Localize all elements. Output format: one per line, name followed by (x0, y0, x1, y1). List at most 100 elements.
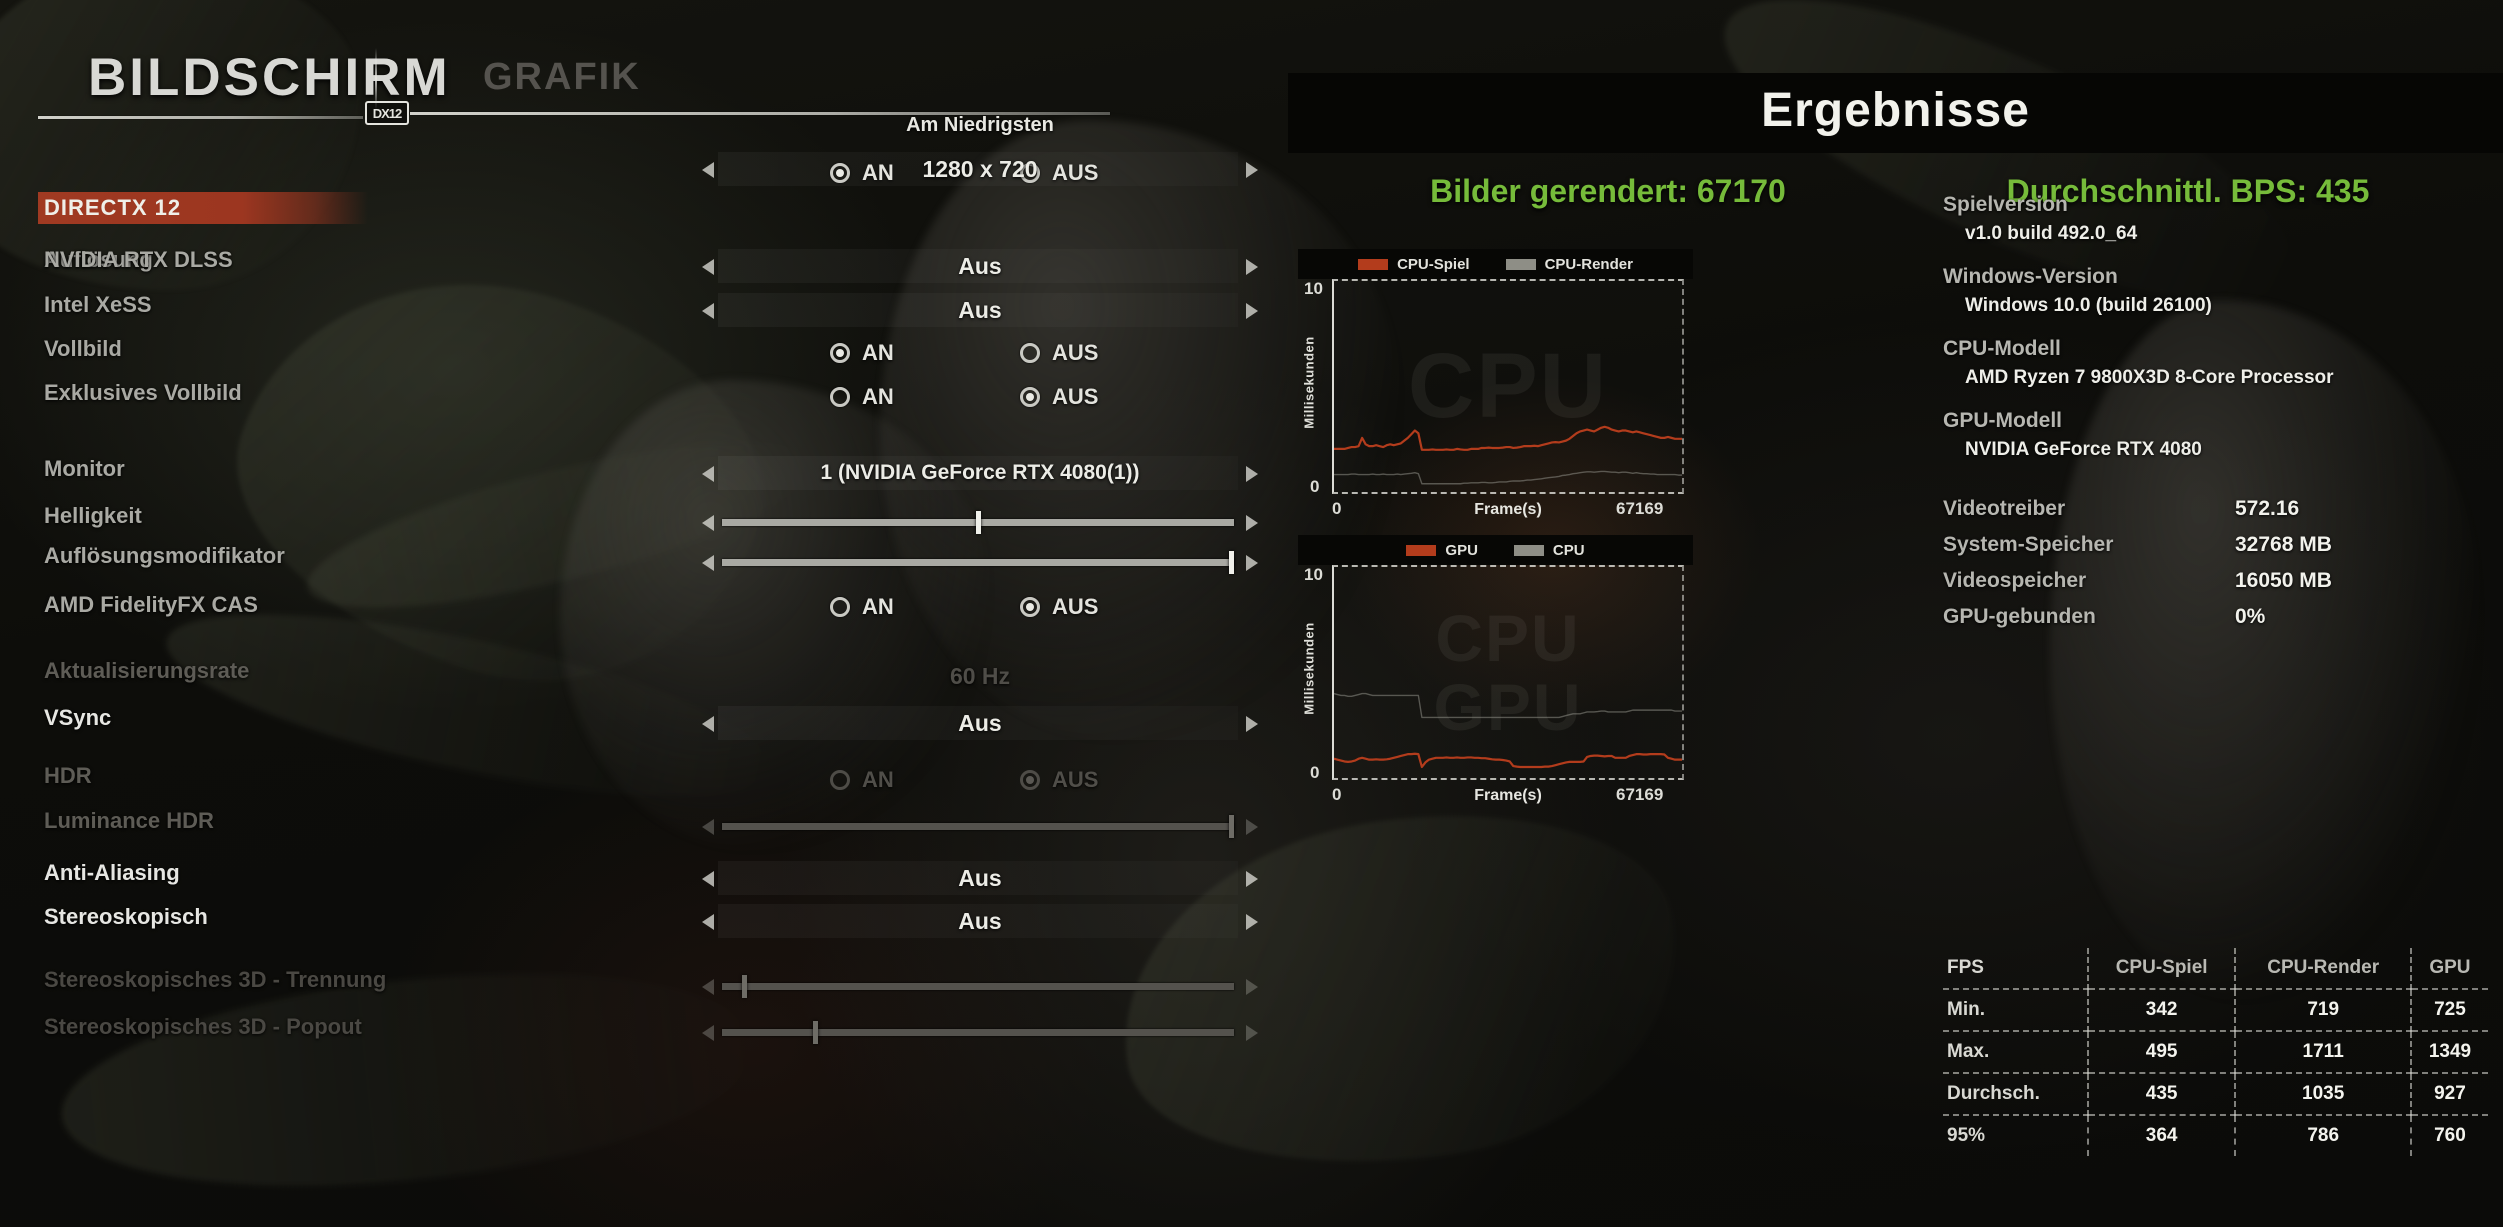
setting-label-2[interactable]: Intel XeSS (44, 292, 152, 317)
info-key: CPU-Modell (1943, 337, 2061, 360)
arrow-right-icon[interactable] (1246, 466, 1258, 482)
setting-spinner-13[interactable]: Aus (700, 861, 1260, 895)
arrow-right-icon[interactable] (1246, 1025, 1258, 1041)
setting-radio-group-4[interactable]: AN AUS (700, 380, 1260, 414)
tab-grafik[interactable]: GRAFIK (483, 56, 641, 98)
setting-label-4[interactable]: Exklusives Vollbild (44, 380, 242, 405)
arrow-left-icon[interactable] (702, 819, 714, 835)
value-strip (718, 293, 1238, 327)
setting-slider-16[interactable] (700, 1020, 1260, 1046)
chart-cpu-xtick-max: 67169 (1616, 499, 1664, 518)
radio-on-4[interactable]: AN (830, 380, 894, 414)
selected-row-highlight[interactable] (38, 192, 368, 224)
setting-label-7[interactable]: Auflösungsmodifikator (44, 543, 285, 568)
radio-off-8[interactable]: AUS (1020, 590, 1098, 624)
setting-radio-group-8[interactable]: AN AUS (700, 590, 1260, 624)
arrow-left-icon[interactable] (702, 871, 714, 887)
arrow-left-icon[interactable] (702, 303, 714, 319)
info-value: Windows 10.0 (build 26100) (1965, 295, 2212, 316)
radio-dot-icon (1020, 770, 1040, 790)
divider-right (410, 112, 1110, 115)
radio-label: AUS (1052, 594, 1099, 619)
arrow-left-icon[interactable] (702, 979, 714, 995)
setting-slider-7[interactable] (700, 550, 1260, 576)
setting-label-13[interactable]: Anti-Aliasing (44, 860, 180, 885)
chart-gpu-xtick-min: 0 (1332, 785, 1342, 804)
arrow-left-icon[interactable] (702, 259, 714, 275)
table-cell: 435 (2087, 1073, 2237, 1116)
setting-spinner-2[interactable]: Aus (700, 293, 1260, 327)
setting-spinner-10[interactable]: Aus (700, 706, 1260, 740)
arrow-right-icon[interactable] (1246, 716, 1258, 732)
slider-track[interactable] (722, 1029, 1234, 1036)
radio-on-8[interactable]: AN (830, 590, 894, 624)
chart-gpu-ylabel: Millisekunden (1301, 622, 1317, 715)
slider-track[interactable] (722, 823, 1234, 830)
setting-label-15[interactable]: Stereoskopisches 3D - Trennung (44, 967, 387, 992)
series-line (1334, 427, 1682, 450)
arrow-right-icon[interactable] (1246, 303, 1258, 319)
arrow-right-icon[interactable] (1246, 259, 1258, 275)
arrow-left-icon[interactable] (702, 466, 714, 482)
arrow-left-icon[interactable] (702, 515, 714, 531)
setting-label-16[interactable]: Stereoskopisches 3D - Popout (44, 1014, 362, 1039)
slider-knob[interactable] (975, 511, 981, 534)
setting-spinner-14[interactable]: Aus (700, 904, 1260, 938)
setting-label-directx: DIRECTX 12 (44, 195, 182, 220)
setting-label-10[interactable]: VSync (44, 705, 112, 730)
setting-label-1[interactable]: NVIDIA RTX DLSS (44, 247, 233, 272)
arrow-right-icon[interactable] (1246, 979, 1258, 995)
arrow-left-icon[interactable] (702, 716, 714, 732)
setting-label-14[interactable]: Stereoskopisch (44, 904, 208, 929)
setting-label-11[interactable]: HDR (44, 763, 92, 788)
setting-radio-group-11[interactable]: AN AUS (700, 763, 1260, 797)
setting-radio-group-3[interactable]: AN AUS (700, 336, 1260, 370)
slider-knob[interactable] (1229, 815, 1234, 838)
radio-on-3[interactable]: AN (830, 336, 894, 370)
setting-label-6[interactable]: Helligkeit (44, 503, 142, 528)
slider-knob[interactable] (813, 1021, 819, 1044)
setting-label-5[interactable]: Monitor (44, 456, 125, 481)
preset-radio-aus[interactable]: AUS (1020, 156, 1098, 190)
radio-on-11[interactable]: AN (830, 763, 894, 797)
preset-radio-an[interactable]: AN (830, 156, 894, 190)
tab-bildschirm[interactable]: BILDSCHIRM (88, 48, 451, 107)
setting-spinner-1[interactable]: Aus (700, 249, 1260, 283)
chart-cpu-legend: CPU-Spiel CPU-Render (1298, 249, 1693, 279)
arrow-right-icon[interactable] (1246, 515, 1258, 531)
setting-spinner-5[interactable]: 1 (NVIDIA GeForce RTX 4080(1)) (700, 456, 1260, 490)
arrow-right-icon[interactable] (1246, 871, 1258, 887)
table-row: Durchsch. 435 1035 927 (1943, 1073, 2488, 1116)
slider-knob[interactable] (1229, 551, 1234, 574)
preset-radio-group[interactable]: AN AUS (700, 156, 1260, 190)
slider-track[interactable] (722, 983, 1234, 990)
arrow-left-icon[interactable] (702, 162, 714, 178)
setting-slider-6[interactable] (700, 510, 1260, 536)
setting-label-3[interactable]: Vollbild (44, 336, 122, 361)
arrow-right-icon[interactable] (1246, 162, 1258, 178)
arrow-right-icon[interactable] (1246, 555, 1258, 571)
table-row: Max. 495 1711 1349 (1943, 1031, 2488, 1074)
arrow-right-icon[interactable] (1246, 819, 1258, 835)
table-header-cell: GPU (2410, 948, 2488, 990)
radio-off-3[interactable]: AUS (1020, 336, 1098, 370)
setting-label-9[interactable]: Aktualisierungsrate (44, 658, 250, 683)
legend-label: CPU-Spiel (1397, 255, 1470, 273)
arrow-left-icon[interactable] (702, 555, 714, 571)
setting-spinner-0[interactable]: 1280 x 720 (700, 152, 1260, 186)
radio-off-4[interactable]: AUS (1020, 380, 1098, 414)
info-value: 16050 MB (2235, 569, 2332, 592)
slider-knob[interactable] (742, 975, 748, 998)
arrow-right-icon[interactable] (1246, 914, 1258, 930)
setting-label-12[interactable]: Luminance HDR (44, 808, 214, 833)
chart-cpu-ytick-min: 0 (1310, 477, 1320, 496)
slider-track[interactable] (722, 559, 1234, 566)
radio-dot-icon (1020, 597, 1040, 617)
setting-label-8[interactable]: AMD FidelityFX CAS (44, 592, 258, 617)
setting-label-0[interactable]: Auflösung (44, 247, 153, 272)
arrow-left-icon[interactable] (702, 1025, 714, 1041)
radio-off-11[interactable]: AUS (1020, 763, 1098, 797)
setting-slider-12[interactable] (700, 814, 1260, 840)
arrow-left-icon[interactable] (702, 914, 714, 930)
setting-slider-15[interactable] (700, 974, 1260, 1000)
